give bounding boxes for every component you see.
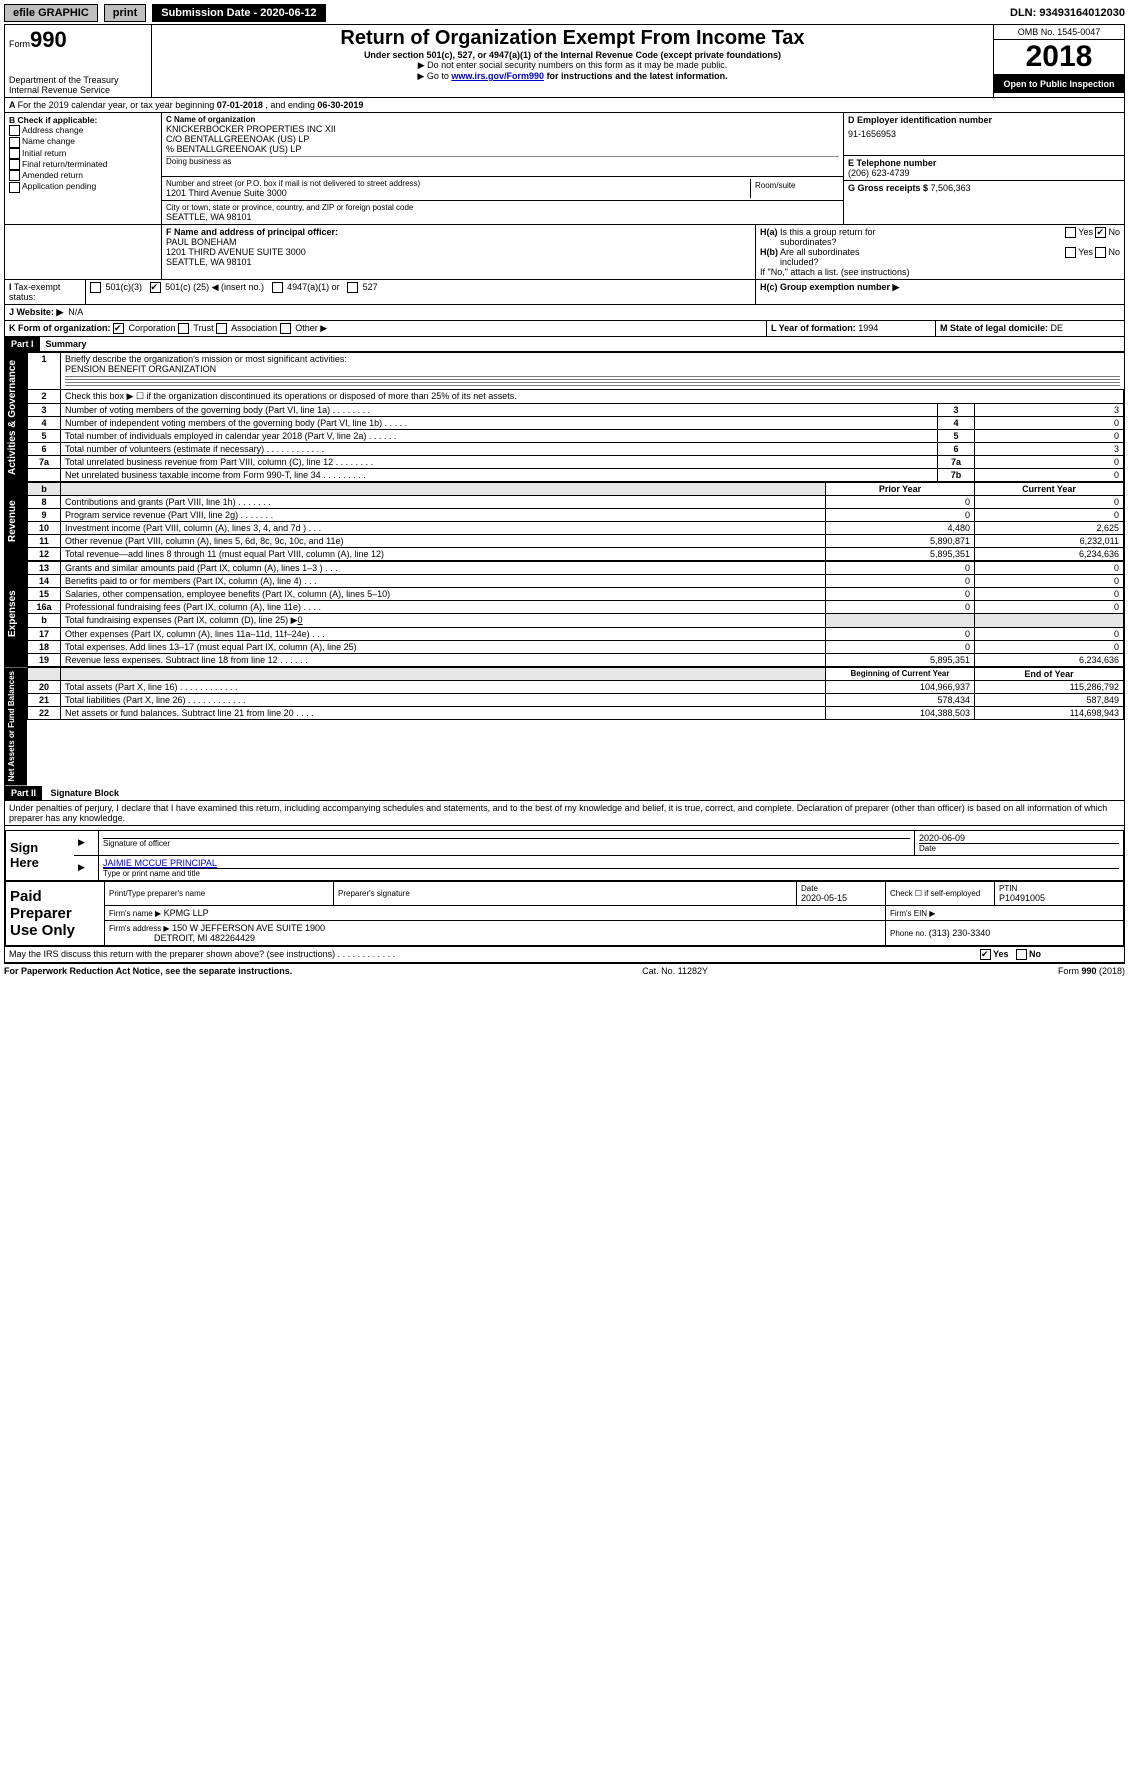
tax-year-line: A For the 2019 calendar year, or tax yea… (5, 98, 367, 112)
application-pending-checkbox[interactable] (9, 182, 20, 193)
address-change-checkbox[interactable] (9, 125, 20, 136)
ha-yes-checkbox[interactable] (1065, 227, 1076, 238)
catalog-number: Cat. No. 11282Y (642, 966, 708, 976)
dln-label: DLN: 93493164012030 (1010, 7, 1125, 19)
instructions-link[interactable]: www.irs.gov/Form990 (451, 71, 544, 81)
activities-governance-tab: Activities & Governance (5, 352, 27, 482)
ha-no-checkbox[interactable] (1095, 227, 1106, 238)
phone-block: E Telephone number (206) 623-4739 (844, 156, 1124, 181)
part2-header: Part II (5, 786, 42, 800)
sign-here-label: Sign Here (6, 830, 75, 880)
form-footer: Form 990 (2018) (1058, 966, 1125, 976)
part2-title: Signature Block (45, 786, 126, 800)
part1-title: Summary (40, 337, 93, 351)
hb-no-checkbox[interactable] (1095, 247, 1106, 258)
city-block: City or town, state or province, country… (162, 201, 843, 224)
initial-return-checkbox[interactable] (9, 148, 20, 159)
form-title-block: Return of Organization Exempt From Incom… (152, 25, 993, 97)
name-change-checkbox[interactable] (9, 137, 20, 148)
ein-block: D Employer identification number 91-1656… (844, 113, 1124, 156)
4947-checkbox[interactable] (272, 282, 283, 293)
principal-officer: F Name and address of principal officer:… (162, 225, 756, 279)
assoc-checkbox[interactable] (216, 323, 227, 334)
hb-yes-checkbox[interactable] (1065, 247, 1076, 258)
part1-header: Part I (5, 337, 40, 351)
501c-checkbox[interactable] (150, 282, 161, 293)
room-suite: Room/suite (750, 179, 839, 198)
amended-return-checkbox[interactable] (9, 170, 20, 181)
submission-date-label: Submission Date - 2020-06-12 (152, 4, 325, 22)
discuss-preparer: May the IRS discuss this return with the… (5, 947, 976, 962)
street-address: Number and street (or P.O. box if mail i… (166, 179, 750, 198)
discuss-yes-checkbox[interactable] (980, 949, 991, 960)
group-return-block: H(a) Is this a group return for subordin… (756, 225, 1124, 279)
final-return-checkbox[interactable] (9, 159, 20, 170)
year-formation: L Year of formation: 1994 (767, 321, 936, 336)
trust-checkbox[interactable] (178, 323, 189, 334)
tax-exempt-status: 501(c)(3) 501(c) (25) ◀ (insert no.) 494… (86, 280, 756, 304)
other-checkbox[interactable] (280, 323, 291, 334)
form-of-org: K Form of organization: Corporation Trus… (5, 321, 767, 336)
discuss-no-checkbox[interactable] (1016, 949, 1027, 960)
revenue-tab: Revenue (5, 482, 27, 561)
website-line: J Website: ▶ N/A (5, 305, 87, 320)
net-assets-tab: Net Assets or Fund Balances (5, 667, 27, 785)
form-title: Return of Organization Exempt From Incom… (156, 27, 989, 50)
501c3-checkbox[interactable] (90, 282, 101, 293)
527-checkbox[interactable] (347, 282, 358, 293)
corp-checkbox[interactable] (113, 323, 124, 334)
tax-exempt-label: I Tax-exempt status: (5, 280, 86, 304)
state-domicile: M State of legal domicile: DE (936, 321, 1124, 336)
paperwork-notice: For Paperwork Reduction Act Notice, see … (4, 966, 292, 976)
form-id-block: Form990 Department of the Treasury Inter… (5, 25, 152, 97)
hc-group-exemption: H(c) Group exemption number ▶ (756, 280, 1124, 304)
expenses-tab: Expenses (5, 561, 27, 667)
check-if-applicable: B Check if applicable: Address change Na… (5, 113, 162, 224)
perjury-declaration: Under penalties of perjury, I declare th… (5, 800, 1124, 826)
org-name-block: C Name of organization KNICKERBOCKER PRO… (162, 113, 843, 177)
efile-button[interactable]: efile GRAPHIC (4, 4, 98, 22)
gross-receipts: G Gross receipts $ 7,506,363 (844, 181, 1124, 195)
print-button[interactable]: print (104, 4, 146, 22)
officer-name-link[interactable]: JAIMIE MCCUE PRINCIPAL (103, 858, 1119, 868)
paid-preparer-label: Paid Preparer Use Only (6, 881, 105, 945)
year-block: OMB No. 1545-0047 2018 Open to Public In… (993, 25, 1124, 97)
